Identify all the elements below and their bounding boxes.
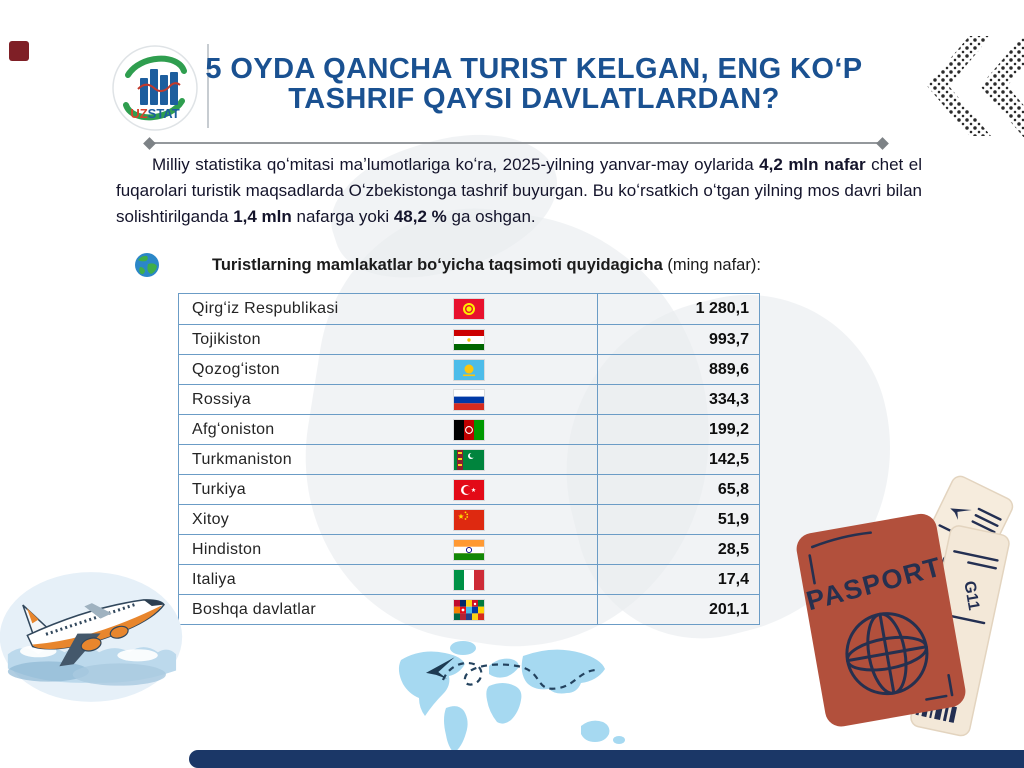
country-name: Afgʻoniston [192, 420, 275, 438]
svg-text:G11: G11 [960, 580, 982, 612]
cell-spacer [519, 595, 597, 624]
logo-text: UZSTAT [130, 106, 179, 121]
header-rule [149, 142, 883, 144]
cell-spacer [519, 325, 597, 354]
country-name: Rossiya [192, 390, 252, 408]
tourist-count: 51,9 [597, 505, 761, 534]
country-name: Turkiya [192, 480, 246, 498]
flag-kz-icon [453, 358, 485, 381]
tourist-table: Qirgʻiz Respublikasi 1 280,1 Tojikiston 993… [178, 293, 760, 625]
country-flag-cell [419, 325, 519, 354]
cell-spacer [519, 505, 597, 534]
flag-cn-icon [453, 508, 485, 531]
plane-icon [425, 657, 455, 679]
flag-ru-icon [453, 388, 485, 411]
tourist-count: 993,7 [597, 325, 761, 354]
world-map-illustration [398, 641, 625, 753]
flag-af-icon [453, 418, 485, 441]
table-caption-text: Turistlarning mamlakatlar boʻyicha taqsi… [212, 255, 761, 274]
table-row: Boshqa davlatlar 201,1 [179, 594, 759, 624]
tourist-count: 142,5 [597, 445, 761, 474]
country-name: Hindiston [192, 540, 262, 558]
country-flag-cell [419, 294, 519, 324]
country-flag-cell [419, 565, 519, 594]
table-row: Rossiya 334,3 [179, 384, 759, 414]
flag-tr-icon [453, 478, 485, 501]
flag-tj-icon [453, 328, 485, 351]
cell-spacer [519, 355, 597, 384]
cell-spacer [519, 535, 597, 564]
tourist-count: 199,2 [597, 415, 761, 444]
table-row: Qirgʻiz Respublikasi 1 280,1 [179, 294, 759, 324]
page-title: 5 OYDA QANCHA TURIST KELGAN, ENG KOʻP TA… [196, 54, 872, 114]
country-name: Turkmaniston [192, 450, 292, 468]
flag-it-icon [453, 568, 485, 591]
cell-spacer [519, 475, 597, 504]
table-row: Tojikiston 993,7 [179, 324, 759, 354]
flight-route-path [441, 662, 596, 690]
table-row: Turkiya 65,8 [179, 474, 759, 504]
table-caption: Turistlarning mamlakatlar boʻyicha taqsi… [134, 252, 924, 278]
table-row: Qozogʻiston 889,6 [179, 354, 759, 384]
footer-bar [189, 750, 1024, 768]
cell-spacer [519, 294, 597, 324]
table-row: Italiya 17,4 [179, 564, 759, 594]
country-flag-cell [419, 385, 519, 414]
country-flag-cell [419, 505, 519, 534]
tourist-count: 334,3 [597, 385, 761, 414]
tourist-count: 1 280,1 [597, 294, 761, 324]
tourist-count: 17,4 [597, 565, 761, 594]
header-divider [207, 44, 209, 128]
country-flag-cell [419, 595, 519, 624]
passport-globe-icon [845, 612, 929, 696]
globe-icon [135, 253, 159, 277]
country-flag-cell [419, 535, 519, 564]
cell-spacer [519, 565, 597, 594]
passport-illustration: G11 G11 PASPORT [796, 475, 1014, 737]
corner-accent-square [9, 41, 29, 61]
table-row: Afgʻoniston 199,2 [179, 414, 759, 444]
country-name: Xitoy [192, 510, 230, 528]
airplane-illustration [0, 572, 183, 702]
country-name: Qozogʻiston [192, 360, 280, 378]
table-row: Hindiston 28,5 [179, 534, 759, 564]
flag-tm-icon [453, 448, 485, 471]
table-row: Xitoy 51,9 [179, 504, 759, 534]
country-name: Tojikiston [192, 330, 261, 348]
uzstat-logo: UZSTAT [112, 45, 198, 131]
flag-in-icon [453, 538, 485, 561]
flag-multi-icon [453, 598, 485, 621]
title-line-1: 5 OYDA QANCHA TURIST KELGAN, ENG KOʻP [205, 53, 863, 85]
tourist-count: 201,1 [597, 595, 761, 624]
country-flag-cell [419, 415, 519, 444]
country-flag-cell [419, 475, 519, 504]
tourist-count: 889,6 [597, 355, 761, 384]
country-name: Italiya [192, 570, 236, 588]
flag-kg-icon [453, 298, 485, 320]
title-line-2: TASHRIF QAYSI DAVLATLARDAN? [288, 83, 780, 115]
country-name: Boshqa davlatlar [192, 600, 316, 618]
passport-cover: PASPORT [796, 513, 966, 727]
airplane-icon [22, 599, 165, 667]
cell-spacer [519, 445, 597, 474]
country-name: Qirgʻiz Respublikasi [192, 300, 339, 317]
tourist-count: 28,5 [597, 535, 761, 564]
cell-spacer [519, 415, 597, 444]
logo-swoosh [125, 55, 187, 78]
tourist-count: 65,8 [597, 475, 761, 504]
table-row: Turkmaniston 142,5 [179, 444, 759, 474]
country-flag-cell [419, 355, 519, 384]
cell-spacer [519, 385, 597, 414]
country-flag-cell [419, 445, 519, 474]
intro-paragraph: Milliy statistika qoʻmitasi maʼlumotlari… [116, 155, 923, 226]
